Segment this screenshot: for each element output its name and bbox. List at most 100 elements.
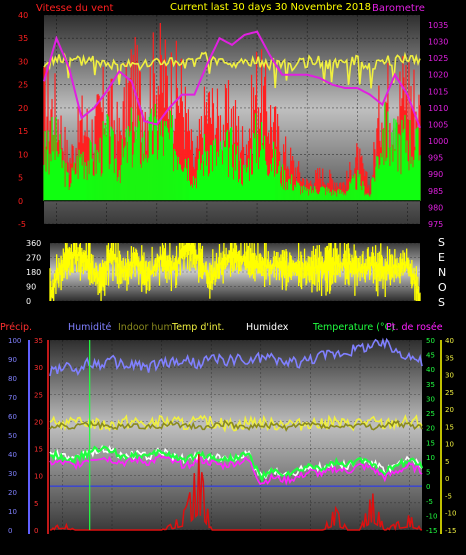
- tick-label-temp-interior: -10: [445, 510, 456, 518]
- tick-label-direction: 270: [26, 254, 41, 263]
- axes-temperature: 010203040506070809010005101520253035-15-…: [8, 337, 456, 545]
- legend-label: Pt. de rosée: [386, 322, 443, 333]
- tick-label-direction: 90: [26, 283, 36, 292]
- tick-label-direction: 180: [26, 268, 41, 277]
- tick-label-humidity: 50: [8, 432, 17, 440]
- tick-label-day: Day 30: [409, 230, 440, 239]
- tick-label-wind-speed: 30: [18, 57, 28, 66]
- tick-label-day: Day 18: [263, 536, 294, 545]
- label-cardinal: N: [438, 266, 446, 279]
- series-wind: [43, 23, 421, 202]
- tick-label-temperature: 15: [426, 439, 435, 447]
- tick-label-temp-interior: -15: [445, 527, 456, 535]
- tick-label-humidity: 0: [8, 527, 12, 535]
- tick-label-direction: 0: [26, 297, 31, 306]
- tick-label-day: Day 2: [59, 230, 84, 239]
- tick-label-temperature: 30: [426, 395, 435, 403]
- tick-label-pressure: 1035: [428, 21, 448, 30]
- tick-label-temp-interior: 15: [445, 423, 454, 431]
- tick-label-pressure: 980: [428, 203, 443, 212]
- series-direction: [49, 243, 421, 301]
- line-temp-d-int-: [49, 414, 423, 433]
- tick-label-humidity: 40: [8, 451, 17, 459]
- tick-label-temp-interior: 40: [445, 337, 454, 345]
- tick-label-precip: 20: [34, 418, 43, 426]
- panel-wind-pressure: -505101520253035409759809859909951000100…: [18, 2, 448, 239]
- legend-label: Temperature (°C): [312, 322, 395, 333]
- tick-label-temperature: 20: [426, 425, 435, 433]
- tick-label-temperature: 0: [426, 483, 430, 491]
- tick-label-day: Day 22: [309, 230, 340, 239]
- title-barometer: Barometre: [372, 3, 425, 14]
- tick-label-day: Day 14: [209, 230, 240, 239]
- tick-label-day: Day 6: [109, 230, 135, 239]
- tick-label-day: Day 14: [213, 536, 244, 545]
- title-current: Current last 30 days 30 Novembre 2018: [170, 2, 371, 13]
- tick-label-temperature: 40: [426, 366, 435, 374]
- line-temperature-c-: [49, 445, 424, 484]
- tick-label-temperature: 10: [426, 454, 435, 462]
- tick-label-precip: 35: [34, 337, 43, 345]
- label-cardinal: E: [438, 251, 445, 264]
- tick-label-pressure: 1020: [428, 71, 448, 80]
- tick-label-pressure: 990: [428, 170, 443, 179]
- tick-label-pressure: 1010: [428, 104, 448, 113]
- tick-label-temp-interior: 10: [445, 441, 454, 449]
- legend-label: Précip.: [0, 322, 32, 333]
- tick-label-temperature: 35: [426, 381, 435, 389]
- legend-label: Indoor hum: [118, 322, 173, 333]
- tick-label-wind-speed: 10: [18, 150, 28, 159]
- tick-label-pressure: 1005: [428, 120, 448, 129]
- tick-label-day: Day 26: [362, 536, 393, 545]
- tick-label-pressure: 985: [428, 187, 443, 196]
- tick-label-precip: 30: [34, 364, 43, 372]
- line-precip: [49, 453, 423, 532]
- tick-label-humidity: 100: [8, 337, 21, 345]
- series-temperature: [49, 337, 424, 532]
- tick-label-day: Day 26: [359, 230, 390, 239]
- tick-label-day: Day 18: [259, 230, 290, 239]
- legend-label: Humidité: [68, 322, 111, 333]
- legend-label: Humidex: [246, 322, 289, 333]
- tick-label-temperature: 45: [426, 352, 435, 360]
- tick-label-precip: 0: [34, 527, 38, 535]
- tick-label-temp-interior: 30: [445, 372, 454, 380]
- plot-area-temperature: [50, 340, 422, 530]
- axes-wind: -505101520253035409759809859909951000100…: [18, 11, 448, 239]
- tick-label-pressure: 1025: [428, 54, 448, 63]
- tick-label-pressure: 995: [428, 154, 443, 163]
- tick-label-precip: 15: [34, 446, 43, 454]
- tick-label-humidity: 30: [8, 470, 17, 478]
- line-pressure: [43, 30, 421, 129]
- panel-temperature-humidity: 010203040506070809010005101520253035-15-…: [0, 322, 456, 545]
- tick-label-humidity: 90: [8, 356, 17, 364]
- tick-label-day: Day 10: [159, 230, 190, 239]
- tick-label-temperature: -5: [426, 498, 433, 506]
- tick-label-temp-interior: 35: [445, 354, 454, 362]
- tick-label-temperature: -15: [426, 527, 437, 535]
- label-cardinal: S: [438, 296, 445, 309]
- tick-label-wind-speed: -5: [18, 220, 26, 229]
- title-wind-speed: Vitesse du vent: [36, 3, 113, 14]
- tick-label-day: Day 30: [412, 536, 443, 545]
- tick-label-precip: 10: [34, 473, 43, 481]
- tick-label-pressure: 975: [428, 220, 443, 229]
- tick-label-temperature: 25: [426, 410, 435, 418]
- tick-label-pressure: 1030: [428, 38, 448, 47]
- tick-label-wind-speed: 5: [18, 174, 23, 183]
- tick-label-wind-speed: 25: [18, 81, 28, 90]
- tick-label-temperature: 5: [426, 469, 430, 477]
- tick-label-temp-interior: 25: [445, 389, 454, 397]
- tick-label-humidity: 60: [8, 413, 17, 421]
- label-cardinal: O: [438, 281, 447, 294]
- legend-temperature: Précip. Humidité Indoor hum Temp d'int. Humi…: [0, 322, 443, 333]
- tick-label-humidity: 20: [8, 489, 17, 497]
- tick-label-humidity: 10: [8, 508, 17, 516]
- tick-label-wind-speed: 35: [18, 34, 28, 43]
- tick-label-day: Day 10: [164, 536, 195, 545]
- line-pt-de-ros-e: [49, 453, 423, 486]
- tick-label-temp-interior: -5: [445, 492, 452, 500]
